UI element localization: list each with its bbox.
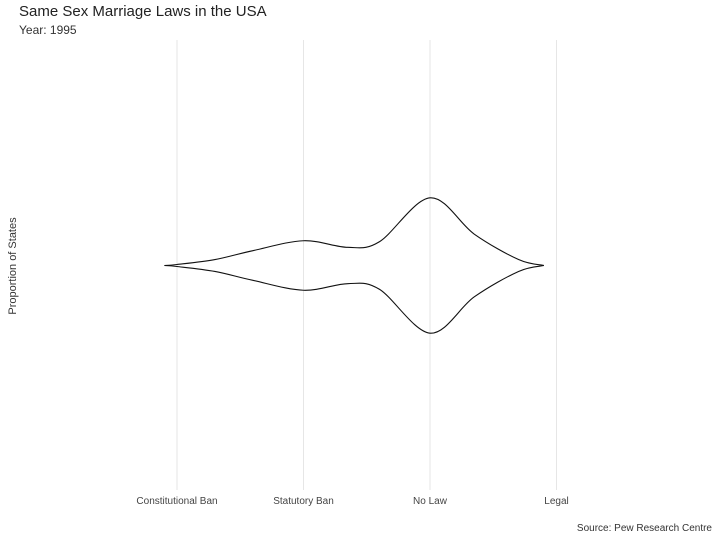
x-tick-label: Statutory Ban (273, 496, 334, 507)
violin-layer (164, 197, 544, 334)
grid-lines (176, 40, 557, 490)
violin-shape (164, 197, 544, 334)
x-tick-label: Constitutional Ban (136, 496, 217, 507)
chart-caption: Source: Pew Research Centre (576, 523, 712, 534)
chart-title: Same Sex Marriage Laws in the USA (19, 3, 267, 20)
chart-subtitle: Year: 1995 (19, 23, 77, 37)
x-tick-label: No Law (413, 496, 448, 507)
x-tick-label: Legal (544, 496, 568, 507)
x-tick-labels: Constitutional Ban Statutory Ban No Law Leg… (136, 496, 568, 507)
